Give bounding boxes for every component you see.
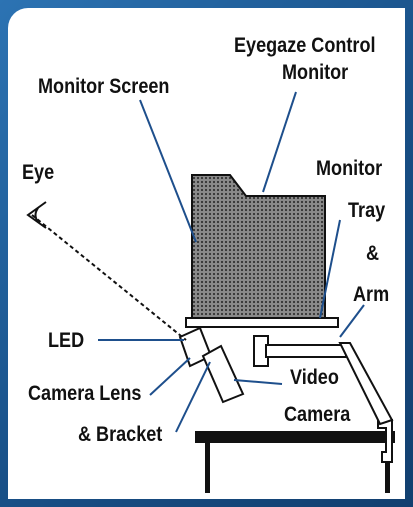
leader-bracket: [175, 361, 211, 433]
label-eye: Eye: [22, 161, 55, 184]
monitor-tray: [185, 317, 339, 328]
label-tray-line3: &: [366, 242, 380, 265]
leader-video-camera: [233, 379, 283, 385]
label-video-line1: Video: [290, 366, 339, 389]
table-leg-right: [385, 443, 390, 493]
leader-monitor-screen: [139, 99, 197, 243]
table-leg-left: [205, 443, 210, 493]
label-monitor-screen: Monitor Screen: [38, 75, 170, 98]
table-clamp: [377, 419, 393, 463]
label-camera-lens: Camera Lens: [28, 382, 142, 405]
leader-eyegaze: [262, 91, 297, 193]
monitor-body: [191, 174, 326, 319]
arm-vertical: [338, 342, 394, 426]
label-eyegaze-line1: Eyegaze Control: [234, 34, 376, 57]
label-video-line2: Camera: [284, 403, 351, 426]
label-tray-line1: Monitor: [316, 157, 383, 180]
leader-tray: [319, 219, 341, 319]
leader-camera-lens: [149, 357, 191, 396]
gaze-line: [31, 214, 187, 341]
label-bracket: & Bracket: [78, 423, 163, 446]
table-top: [195, 431, 395, 443]
label-tray-line2: Tray: [348, 199, 386, 222]
label-led: LED: [48, 329, 85, 352]
eye-icon: [26, 201, 47, 229]
eye-pupil: [34, 207, 39, 223]
leader-arm: [339, 304, 365, 338]
label-tray-line4: Arm: [353, 283, 390, 306]
camera-body: [201, 344, 245, 404]
label-eyegaze-line2: Monitor: [282, 61, 349, 84]
arm-horizontal: [265, 344, 347, 358]
